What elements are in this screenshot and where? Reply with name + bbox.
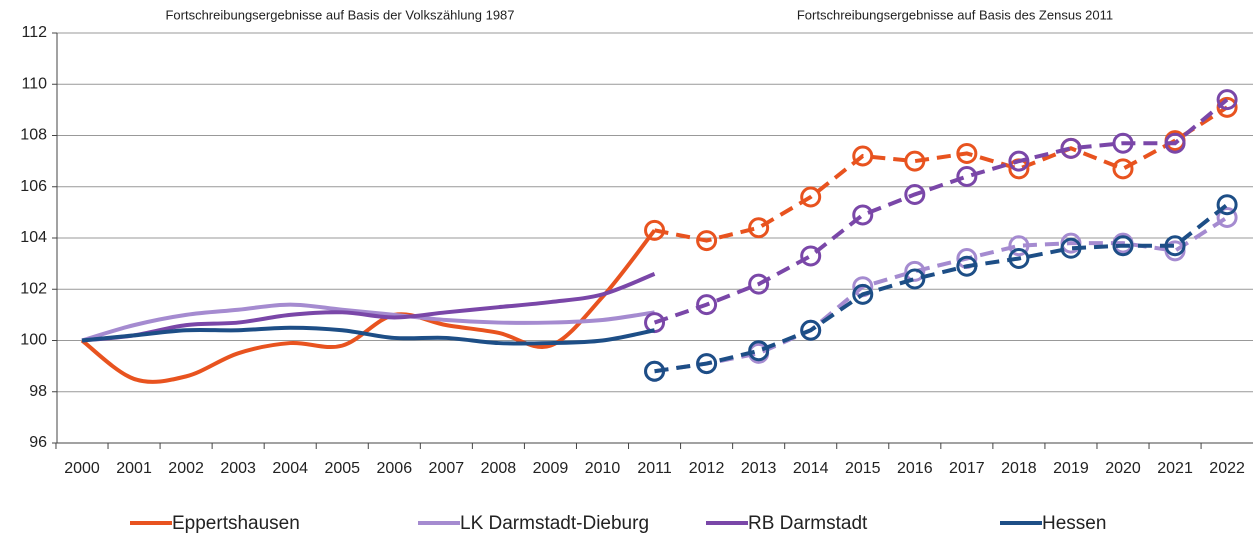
marker [1112,132,1134,154]
series-line-dashed [654,105,1229,243]
series-line [81,325,655,346]
x-tick-label: 2018 [1001,460,1037,477]
series-line [80,229,657,384]
legend-label: Eppertshausen [172,513,300,534]
marker [1060,237,1082,259]
marker [748,340,770,362]
annotation: Fortschreibungsergebnisse auf Basis der … [165,7,514,22]
x-tick-label: 2002 [168,460,204,477]
marker [1216,207,1238,228]
x-tick-label: 2005 [324,460,360,477]
y-tick-label: 100 [20,332,47,349]
x-tick-label: 2020 [1105,460,1141,477]
x-tick-label: 2014 [793,460,829,477]
x-tick-label: 2008 [481,460,517,477]
series-line [81,272,656,343]
x-tick-label: 2013 [741,460,777,477]
series-line [81,302,655,343]
x-tick-label: 2009 [533,460,569,477]
marker [904,150,926,172]
legend-label: Hessen [1042,513,1106,534]
x-tick-label: 2021 [1157,460,1193,477]
x-tick-label: 2004 [272,460,308,477]
y-tick-label: 104 [20,229,47,246]
x-tick-label: 2000 [64,460,100,477]
legend-label: LK Darmstadt-Dieburg [460,513,649,534]
marker [852,283,874,305]
marker [1216,89,1238,111]
x-tick-label: 2012 [689,460,725,477]
marker [800,319,822,341]
marker [800,186,822,208]
marker [956,142,978,164]
series-line-dashed [654,215,1229,374]
legend-label: RB Darmstadt [748,513,868,534]
y-tick-label: 110 [21,75,47,92]
y-tick-label: 106 [20,178,47,195]
marker [1008,248,1030,269]
x-tick-label: 2001 [116,460,152,477]
marker [1216,96,1238,118]
marker [852,145,874,167]
marker [1164,132,1186,154]
marker [956,255,978,277]
marker [904,183,926,205]
marker [696,353,718,375]
marker [956,166,978,187]
marker [1216,194,1238,216]
marker [1112,158,1134,180]
x-tick-label: 2019 [1053,460,1089,477]
marker [1112,235,1134,257]
marker [696,294,718,316]
marker [644,360,666,382]
marker [1060,137,1082,159]
x-tick-label: 2017 [949,460,985,477]
marker [696,230,718,252]
x-tick-label: 2022 [1209,460,1245,477]
marker [748,273,770,295]
y-tick-label: 112 [21,24,47,41]
series-line-dashed [654,203,1229,374]
marker [1008,235,1030,257]
marker [1164,235,1186,257]
x-tick-label: 2006 [377,460,413,477]
y-tick-label: 96 [29,434,47,451]
marker [748,217,770,239]
y-tick-label: 108 [20,127,47,144]
x-tick-label: 2003 [220,460,256,477]
marker [800,245,822,267]
marker [904,268,926,290]
marker [1008,150,1030,172]
y-tick-label: 98 [29,383,47,400]
x-tick-label: 2010 [585,460,621,477]
marker [852,204,874,226]
x-tick-label: 2016 [897,460,933,477]
marker [644,219,666,241]
x-tick-label: 2011 [637,460,672,477]
annotation: Fortschreibungsergebnisse auf Basis des … [797,7,1113,22]
x-tick-label: 2007 [429,460,465,477]
marker [904,260,926,282]
x-tick-label: 2015 [845,460,881,477]
y-tick-label: 102 [20,280,47,297]
